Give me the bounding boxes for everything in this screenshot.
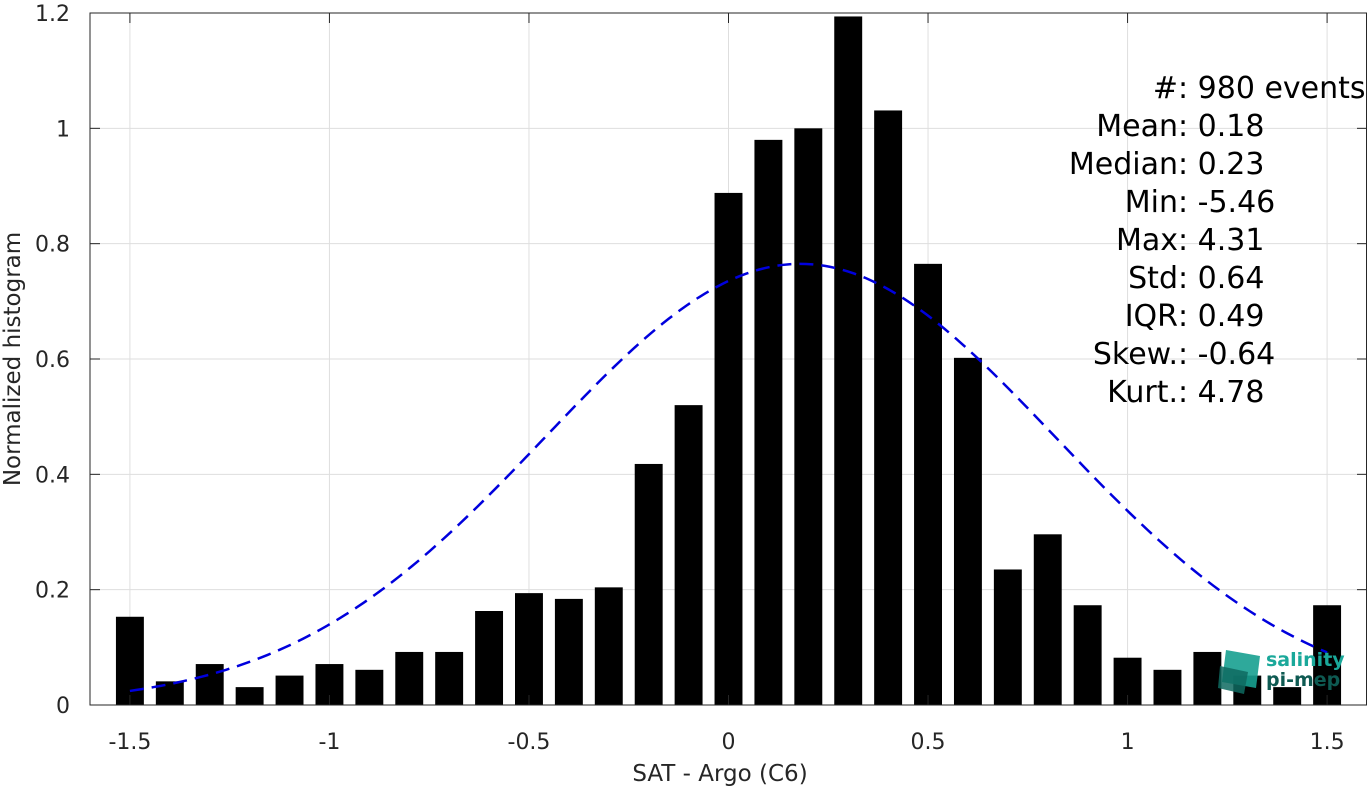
histogram-bar xyxy=(515,593,543,705)
y-tick-label: 0.8 xyxy=(35,233,70,258)
histogram-bar xyxy=(1273,687,1302,705)
histogram-bar xyxy=(1153,669,1182,705)
y-tick-label: 1 xyxy=(56,117,70,142)
x-tick-label: -1.5 xyxy=(108,730,151,755)
histogram-bar xyxy=(794,128,823,706)
histogram-bar xyxy=(1073,605,1102,705)
stat-label: Max xyxy=(1116,223,1178,258)
histogram-bars xyxy=(115,16,1342,706)
stat-value: : 0.64 xyxy=(1178,261,1264,296)
stat-label: IQR xyxy=(1125,299,1178,334)
histogram-bar xyxy=(634,463,663,705)
normal-fit-curve xyxy=(129,262,1328,693)
y-tick-label: 1.2 xyxy=(35,2,70,27)
stat-label: Kurt. xyxy=(1107,375,1178,410)
stat-label: # xyxy=(1153,71,1178,106)
stat-label: Skew. xyxy=(1093,337,1178,372)
histogram-bar xyxy=(1193,651,1222,705)
x-tick-label: 0.5 xyxy=(911,730,946,755)
histogram-bar xyxy=(235,687,264,705)
histogram-bar xyxy=(754,139,783,705)
y-tick-label: 0.2 xyxy=(35,579,70,604)
histogram-bar xyxy=(1033,534,1062,705)
histogram-bar xyxy=(435,651,464,705)
histogram-bar xyxy=(914,263,942,705)
histogram-bar xyxy=(554,598,583,705)
stat-value: : -0.64 xyxy=(1178,337,1275,372)
histogram-bar xyxy=(475,611,504,705)
logo-shape-icon-shadow xyxy=(1218,666,1248,694)
x-tick-label: 0 xyxy=(722,730,736,755)
histogram-bar xyxy=(953,357,982,705)
stat-value: : -5.46 xyxy=(1178,185,1275,220)
stat-label: Median xyxy=(1069,147,1178,182)
stat-label: Std xyxy=(1128,261,1178,296)
stat-label: Min xyxy=(1125,185,1178,220)
logo-text-salinity: salinity xyxy=(1266,649,1345,671)
histogram-bar xyxy=(834,16,863,705)
y-tick-label: 0.6 xyxy=(35,348,70,373)
x-tick-label: -0.5 xyxy=(508,730,551,755)
histogram-bar xyxy=(993,569,1022,705)
logo-text-pi-mep: pi-mep xyxy=(1266,669,1340,691)
histogram-bar xyxy=(594,587,623,705)
salinity-pi-mep-logo: salinity pi-mep xyxy=(1218,649,1345,694)
y-tick-label: 0.4 xyxy=(35,463,70,488)
histogram-bar xyxy=(195,664,224,705)
histogram-bar xyxy=(275,675,304,705)
x-tick-labels: -1.5 -1 -0.5 0 0.5 1 1.5 xyxy=(108,730,1344,755)
stat-value: : 0.49 xyxy=(1178,299,1264,334)
y-tick-labels: 0 0.2 0.4 0.6 0.8 1 1.2 xyxy=(35,2,70,719)
y-axis-label: Normalized histogram xyxy=(0,232,26,486)
stat-value: : 4.78 xyxy=(1178,375,1264,410)
x-tick-label: 1.5 xyxy=(1310,730,1345,755)
axis-ticks xyxy=(90,12,1367,706)
x-tick-label: -1 xyxy=(318,730,340,755)
histogram-bar xyxy=(1313,605,1342,705)
y-tick-label: 0 xyxy=(56,694,70,719)
histogram-bar xyxy=(674,405,703,705)
histogram-bar xyxy=(155,681,184,705)
histogram-bar xyxy=(874,110,903,705)
stat-value: : 980 events xyxy=(1178,71,1366,106)
histogram-bar xyxy=(714,192,743,706)
stat-value: : 0.23 xyxy=(1178,147,1264,182)
histogram-bar xyxy=(355,669,384,705)
stat-label: Mean xyxy=(1096,109,1178,144)
histogram-bar xyxy=(395,651,424,705)
histogram-bar xyxy=(115,616,144,705)
stat-value: : 4.31 xyxy=(1178,223,1264,258)
stat-value: : 0.18 xyxy=(1178,109,1264,144)
x-axis-label: SAT - Argo (C6) xyxy=(632,761,807,787)
x-tick-label: 1 xyxy=(1121,730,1135,755)
